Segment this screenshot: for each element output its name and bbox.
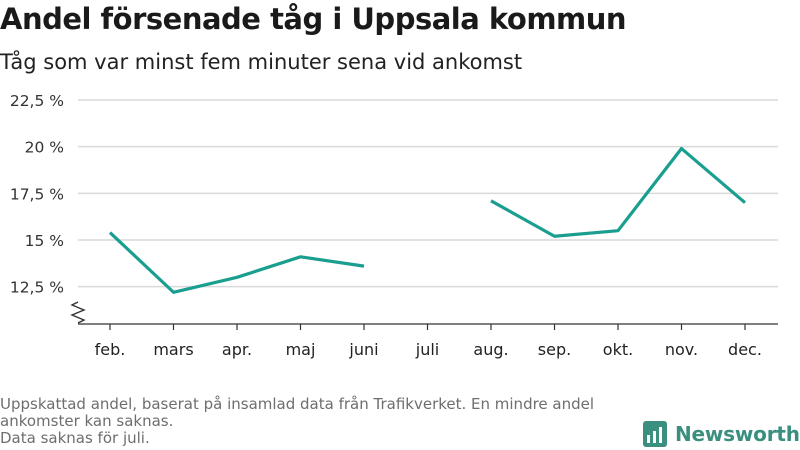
y-axis-tick-labels: 12,5 % 15 % 17,5 % 20 % 22,5 %	[10, 92, 64, 297]
x-tick-label: maj	[286, 340, 316, 359]
series-lines	[108, 146, 747, 294]
x-tick-label: feb.	[95, 340, 126, 359]
series-line-segment	[490, 146, 747, 238]
footnote: Uppskattad andel, baserat på insamlad da…	[0, 396, 640, 447]
bar-chart-icon	[643, 421, 667, 447]
brand-name: Newsworthy	[675, 422, 800, 446]
gridlines	[78, 99, 778, 288]
x-tick-label: sep.	[538, 340, 571, 359]
x-tick-label: mars	[153, 340, 193, 359]
axis-break-icon	[70, 301, 86, 324]
y-tick-label: 22,5 %	[10, 92, 64, 110]
x-tick-label: juni	[348, 340, 378, 359]
brand-logo: Newsworthy	[643, 420, 800, 448]
y-tick-label: 17,5 %	[10, 185, 64, 203]
x-tick-label: apr.	[222, 340, 252, 359]
x-tick-label: nov.	[665, 340, 698, 359]
x-tick-label: aug.	[473, 340, 508, 359]
chart-title: Andel försenade tåg i Uppsala kommun	[0, 2, 627, 36]
axes	[70, 301, 778, 330]
footnote-missing-data: Data saknas för juli.	[0, 429, 150, 447]
footnote-source: Uppskattad andel, baserat på insamlad da…	[0, 395, 595, 430]
x-tick-label: dec.	[728, 340, 762, 359]
line-chart: 12,5 % 15 % 17,5 % 20 % 22,5 % feb. mars apr. m…	[10, 92, 778, 359]
y-tick-label: 20 %	[25, 139, 64, 157]
series-line-segment	[108, 231, 365, 294]
y-tick-label: 15 %	[25, 232, 64, 250]
x-axis-tick-labels: feb. mars apr. maj juni juli aug. sep. okt. nov. d…	[95, 340, 762, 359]
chart-subtitle: Tåg som var minst fem minuter sena vid a…	[0, 50, 523, 74]
x-tick-label: okt.	[603, 340, 633, 359]
y-tick-label: 12,5 %	[10, 279, 64, 297]
x-tick-label: juli	[415, 340, 439, 359]
